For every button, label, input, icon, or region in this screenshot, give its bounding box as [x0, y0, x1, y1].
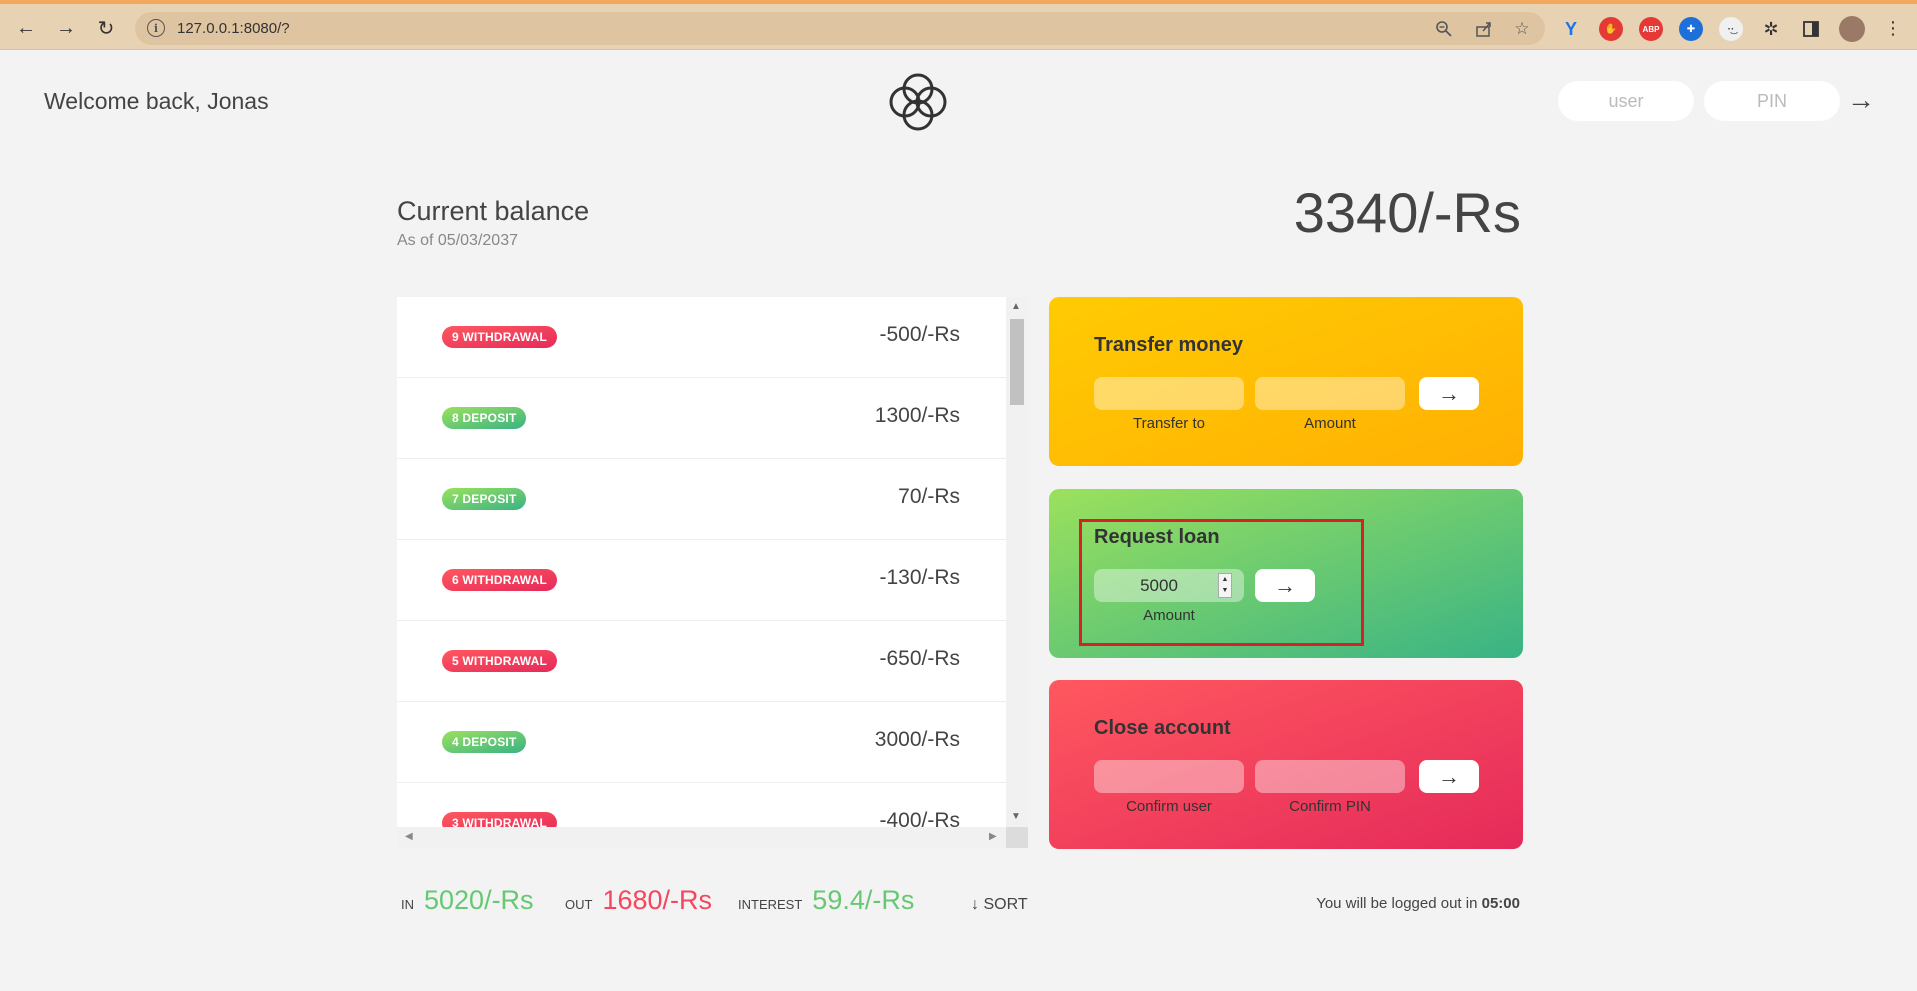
login-pin-input[interactable]: PIN	[1704, 81, 1840, 121]
close-title: Close account	[1094, 717, 1231, 739]
loan-title: Request loan	[1094, 526, 1220, 548]
movement-type-badge: 6 WITHDRAWAL	[442, 569, 558, 591]
summary-out-label: Out	[565, 897, 593, 912]
browser-toolbar: ← → ↻ i 127.0.0.1:8080/? ☆ Y ✋ ABP ✚ ·͜·…	[0, 0, 1917, 50]
address-bar[interactable]: i 127.0.0.1:8080/? ☆	[135, 12, 1545, 45]
loan-amount-input[interactable]: 5000 ▲ ▼	[1094, 569, 1244, 602]
cat-extension-icon[interactable]: ·͜·	[1719, 17, 1743, 41]
puzzle-icon[interactable]: ✲	[1763, 18, 1779, 39]
transfer-amount-label: Amount	[1304, 415, 1356, 432]
logout-timer-value: 05:00	[1481, 895, 1520, 912]
confirm-pin-label: Confirm PIN	[1289, 798, 1371, 815]
share-icon[interactable]	[1472, 17, 1496, 41]
login-user-input[interactable]: user	[1558, 81, 1694, 121]
summary-out-value: 1680/-Rs	[602, 885, 713, 915]
scroll-right-icon[interactable]: ▶	[989, 831, 997, 842]
summary-in-value: 5020/-Rs	[424, 885, 534, 915]
close-submit-button[interactable]: →	[1419, 760, 1479, 793]
zoom-icon[interactable]	[1432, 17, 1456, 41]
movement-type-badge: 5 WITHDRAWAL	[442, 650, 558, 672]
movement-value: -500/-Rs	[879, 323, 960, 346]
movement-row: 3 WITHDRAWAL -400/-Rs	[397, 783, 1006, 827]
scrollbar-thumb[interactable]	[1010, 319, 1024, 405]
scroll-left-icon[interactable]: ◀	[405, 831, 413, 842]
forward-icon[interactable]: →	[56, 16, 76, 39]
summary-interest-value: 59.4/-Rs	[812, 885, 915, 915]
movement-row: 8 DEPOSIT 1300/-Rs	[397, 378, 1006, 459]
movement-type-badge: 9 WITHDRAWAL	[442, 326, 558, 348]
login-button[interactable]: →	[1847, 84, 1875, 115]
loan-amount-label: Amount	[1143, 607, 1195, 624]
transfer-to-input[interactable]	[1094, 377, 1244, 410]
vertical-scrollbar[interactable]: ▲ ▼	[1006, 297, 1028, 827]
movement-row: 6 WITHDRAWAL -130/-Rs	[397, 540, 1006, 621]
logout-text: You will be logged out in	[1316, 895, 1478, 912]
menu-kebab-icon[interactable]: ⋮	[1884, 17, 1902, 38]
transfer-title: Transfer money	[1094, 334, 1243, 356]
movement-type-badge: 3 WITHDRAWAL	[442, 812, 558, 827]
confirm-user-label: Confirm user	[1126, 798, 1212, 815]
movement-row: 7 DEPOSIT 70/-Rs	[397, 459, 1006, 540]
movement-type-badge: 7 DEPOSIT	[442, 488, 527, 510]
logout-timer: You will be logged out in 05:00	[1316, 895, 1520, 912]
movement-value: 70/-Rs	[898, 485, 960, 508]
profile-avatar-icon[interactable]	[1839, 16, 1865, 42]
movement-value: -650/-Rs	[879, 647, 960, 670]
balance-label: Current balance	[397, 196, 590, 226]
bankist-logo-icon	[887, 71, 949, 133]
balance-date: As of 05/03/2037	[397, 232, 518, 249]
confirm-user-input[interactable]	[1094, 760, 1244, 793]
transfer-panel: Transfer money → Transfer to Amount	[1049, 297, 1523, 466]
movement-value: 3000/-Rs	[874, 728, 960, 751]
bookmark-star-icon[interactable]: ☆	[1514, 19, 1530, 38]
loan-submit-button[interactable]: →	[1255, 569, 1315, 602]
movement-value: 1300/-Rs	[874, 404, 960, 427]
movement-value: -400/-Rs	[879, 809, 960, 827]
welcome-message: Welcome back, Jonas	[44, 88, 269, 114]
summary-in: In 5020/-Rs	[401, 885, 534, 916]
movement-type-badge: 4 DEPOSIT	[442, 731, 527, 753]
scrollbar-corner	[1006, 827, 1028, 848]
transfer-to-label: Transfer to	[1133, 415, 1205, 432]
sidebar-icon[interactable]	[1799, 17, 1823, 41]
transfer-amount-input[interactable]	[1255, 377, 1405, 410]
scroll-up-icon[interactable]: ▲	[1011, 301, 1021, 312]
url-text[interactable]: 127.0.0.1:8080/?	[177, 20, 290, 37]
sort-button[interactable]: ↓ SORT	[971, 896, 1028, 913]
movement-row: 4 DEPOSIT 3000/-Rs	[397, 702, 1006, 783]
scroll-down-icon[interactable]: ▼	[1011, 811, 1021, 822]
reload-icon[interactable]: ↻	[97, 17, 115, 40]
summary-out: Out 1680/-Rs	[565, 885, 712, 916]
close-account-panel: Close account → Confirm user Confirm PIN	[1049, 680, 1523, 849]
adblock-hand-icon[interactable]: ✋	[1599, 17, 1623, 41]
summary-in-label: In	[401, 897, 414, 912]
number-stepper-icon[interactable]: ▲ ▼	[1218, 573, 1232, 598]
confirm-pin-input[interactable]	[1255, 760, 1405, 793]
vpn-extension-icon[interactable]: Y	[1564, 18, 1577, 39]
movement-value: -130/-Rs	[879, 566, 960, 589]
summary-interest-label: Interest	[738, 897, 803, 912]
site-info-icon[interactable]: i	[147, 19, 165, 37]
movement-type-badge: 8 DEPOSIT	[442, 407, 527, 429]
transfer-submit-button[interactable]: →	[1419, 377, 1479, 410]
translate-extension-icon[interactable]: ✚	[1679, 17, 1703, 41]
movement-row: 5 WITHDRAWAL -650/-Rs	[397, 621, 1006, 702]
loan-panel: Request loan 5000 ▲ ▼ → Amount	[1049, 489, 1523, 658]
back-icon[interactable]: ←	[16, 16, 36, 39]
movement-row: 9 WITHDRAWAL -500/-Rs	[397, 297, 1006, 378]
balance-value: 3340/-Rs	[1293, 181, 1521, 244]
summary-interest: Interest 59.4/-Rs	[738, 885, 914, 916]
movements-panel[interactable]: 9 WITHDRAWAL -500/-Rs 8 DEPOSIT 1300/-Rs…	[397, 297, 1028, 848]
loan-amount-value[interactable]: 5000	[1140, 575, 1178, 595]
adblock-plus-icon[interactable]: ABP	[1639, 17, 1663, 41]
movements-list: 9 WITHDRAWAL -500/-Rs 8 DEPOSIT 1300/-Rs…	[397, 297, 1006, 827]
horizontal-scrollbar[interactable]: ◀ ▶	[397, 827, 1006, 848]
